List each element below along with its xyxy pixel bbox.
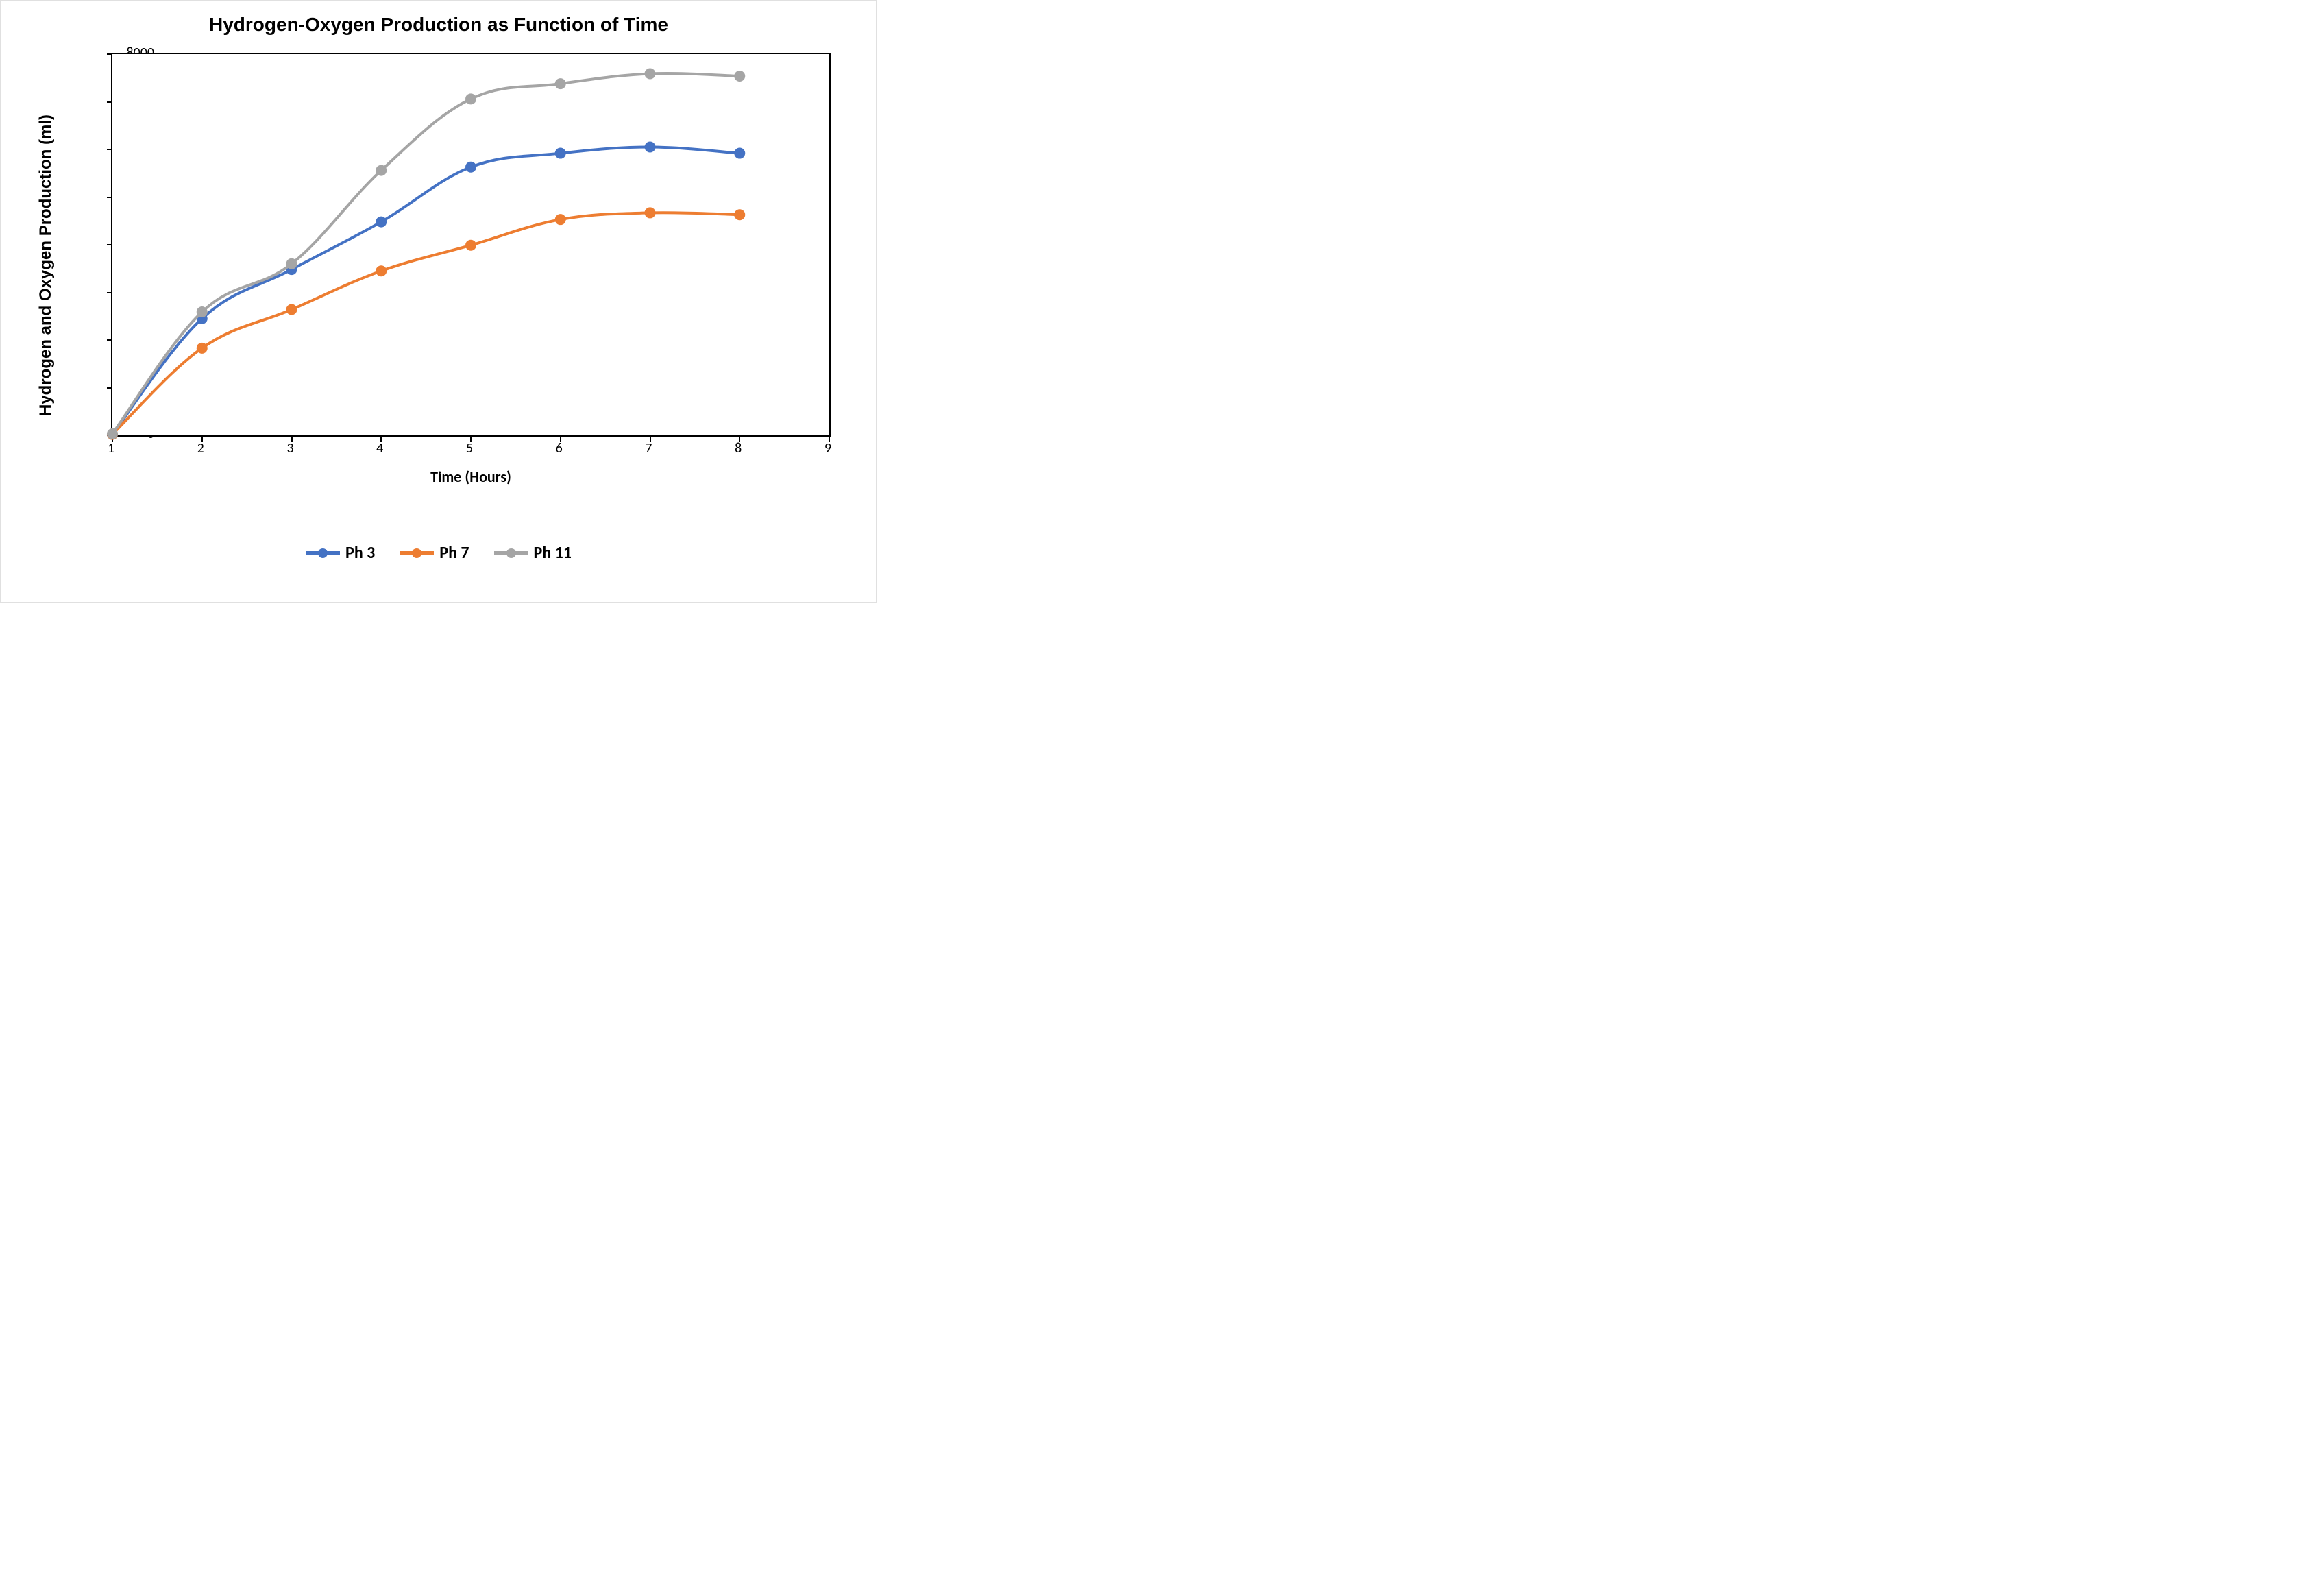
- legend-label: Ph 7: [439, 543, 469, 563]
- y-tick-mark: [107, 101, 112, 103]
- x-tick-mark: [291, 437, 293, 442]
- x-tick-label: 1: [97, 440, 125, 457]
- legend-item: Ph 7: [400, 543, 469, 563]
- series-line: [112, 73, 739, 434]
- plot-area: [111, 53, 831, 437]
- plot-wrap: Hydrogen and Oxygen Production (ml) 0100…: [73, 46, 841, 485]
- series-marker: [286, 258, 297, 269]
- y-tick-mark: [107, 292, 112, 293]
- x-tick-mark: [201, 437, 203, 442]
- series-lines: [112, 54, 829, 435]
- x-tick-mark: [560, 437, 561, 442]
- y-tick-mark: [107, 339, 112, 341]
- legend-marker-icon: [412, 548, 421, 558]
- legend-line-icon: [400, 551, 434, 555]
- x-tick-label: 3: [277, 440, 304, 457]
- y-tick-mark: [107, 197, 112, 198]
- legend-marker-icon: [318, 548, 328, 558]
- x-tick-mark: [470, 437, 472, 442]
- x-tick-label: 4: [366, 440, 393, 457]
- chart-title: Hydrogen-Oxygen Production as Function o…: [1, 14, 876, 36]
- series-line: [112, 147, 739, 435]
- legend-marker-icon: [506, 548, 516, 558]
- x-tick-mark: [380, 437, 382, 442]
- y-tick-mark: [107, 244, 112, 245]
- legend-label: Ph 11: [534, 543, 572, 563]
- legend: Ph 3 Ph 7 Ph 11: [1, 543, 876, 563]
- legend-line-icon: [306, 551, 340, 555]
- x-tick-label: 2: [187, 440, 215, 457]
- series-marker: [645, 68, 656, 79]
- series-marker: [376, 165, 387, 176]
- series-marker: [286, 304, 297, 315]
- legend-line-icon: [494, 551, 528, 555]
- x-tick-label: 6: [546, 440, 573, 457]
- series-marker: [645, 142, 656, 153]
- series-marker: [734, 209, 745, 220]
- series-marker: [734, 148, 745, 159]
- series-marker: [465, 93, 476, 104]
- legend-label: Ph 3: [345, 543, 375, 563]
- series-marker: [197, 343, 208, 354]
- series-marker: [376, 217, 387, 228]
- series-marker: [107, 428, 118, 439]
- series-marker: [197, 306, 208, 317]
- series-marker: [465, 162, 476, 173]
- x-tick-label: 5: [456, 440, 483, 457]
- legend-item: Ph 3: [306, 543, 375, 563]
- x-tick-label: 9: [814, 440, 842, 457]
- series-line: [112, 213, 739, 434]
- x-tick-mark: [829, 437, 830, 442]
- y-tick-mark: [107, 149, 112, 150]
- x-tick-label: 7: [635, 440, 663, 457]
- series-marker: [555, 214, 566, 225]
- chart-container: Hydrogen-Oxygen Production as Function o…: [0, 0, 877, 603]
- series-marker: [645, 207, 656, 218]
- y-tick-mark: [107, 53, 112, 55]
- x-tick-label: 8: [724, 440, 752, 457]
- series-marker: [465, 240, 476, 251]
- y-axis-label-text: Hydrogen and Oxygen Production (ml): [36, 114, 56, 416]
- series-marker: [555, 148, 566, 159]
- x-tick-mark: [650, 437, 651, 442]
- y-tick-mark: [107, 387, 112, 389]
- x-axis-label: Time (Hours): [111, 468, 831, 486]
- series-marker: [734, 71, 745, 82]
- y-axis-label: Hydrogen and Oxygen Production (ml): [32, 46, 60, 485]
- series-marker: [376, 265, 387, 276]
- series-marker: [555, 78, 566, 89]
- legend-item: Ph 11: [494, 543, 572, 563]
- x-tick-mark: [739, 437, 740, 442]
